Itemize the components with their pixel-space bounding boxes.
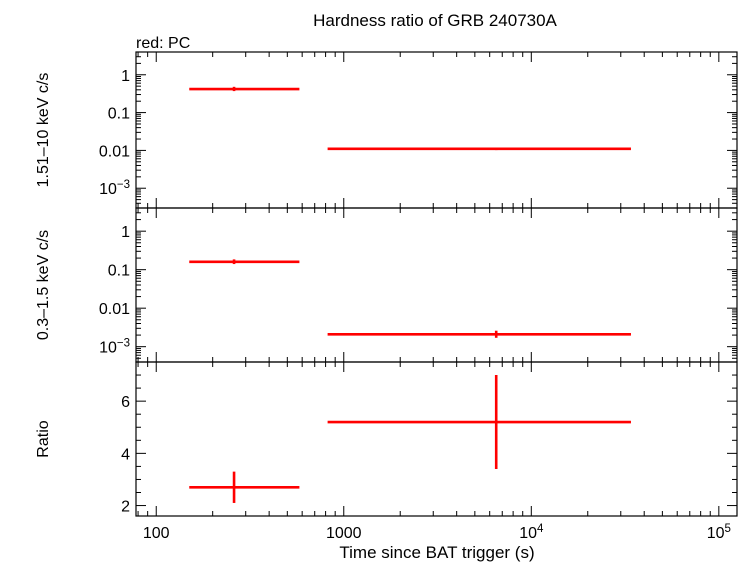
- y-tick-label: 10−3: [99, 179, 130, 198]
- data-point: [327, 375, 631, 470]
- x-tick-label: 104: [519, 523, 544, 542]
- panel-ratio: 2 4 6 Ratio: [35, 361, 738, 517]
- x-tick-label: 1000: [326, 525, 362, 542]
- y-tick-label: 4: [121, 446, 130, 463]
- y-tick-label: 0.01: [99, 143, 130, 160]
- y-tick-label: 1: [121, 224, 130, 241]
- panel-frame: [135, 207, 738, 363]
- x-tick-label: 100: [143, 525, 170, 542]
- data-point: [327, 147, 631, 151]
- data-point: [327, 330, 631, 338]
- y-tick-label: 0.1: [108, 106, 130, 123]
- panel-soft-band: 1 0.1 0.01 10−3 0.3–1.5 keV c/s: [35, 207, 738, 363]
- y-tick-label: 0.1: [108, 263, 130, 280]
- y-axis-label: 1.51–10 keV c/s: [35, 73, 52, 188]
- chart-title: Hardness ratio of GRB 240730A: [313, 11, 557, 30]
- y-axis-label: 0.3–1.5 keV c/s: [35, 230, 52, 340]
- x-tick-label: 105: [707, 523, 731, 542]
- y-tick-label: 2: [121, 499, 130, 516]
- y-tick-label: 6: [121, 394, 130, 411]
- data-point: [189, 86, 300, 92]
- y-tick-label: 1: [121, 68, 130, 85]
- legend-note: red: PC: [136, 35, 190, 52]
- y-axis-label: Ratio: [35, 420, 52, 457]
- chart-panels: 1 0.1 0.01 10−3 1.51–10 keV c/s 1 0.1 0.01 10−3 0…: [35, 51, 738, 542]
- y-tick-label: 10−3: [99, 338, 130, 357]
- panel-frame: [135, 361, 738, 517]
- data-point: [189, 259, 300, 265]
- data-point: [189, 471, 300, 503]
- panel-hard-band: 1 0.1 0.01 10−3 1.51–10 keV c/s: [35, 51, 738, 209]
- x-axis-label: Time since BAT trigger (s): [339, 543, 534, 562]
- panel-frame: [135, 51, 738, 209]
- y-tick-label: 0.01: [99, 301, 130, 318]
